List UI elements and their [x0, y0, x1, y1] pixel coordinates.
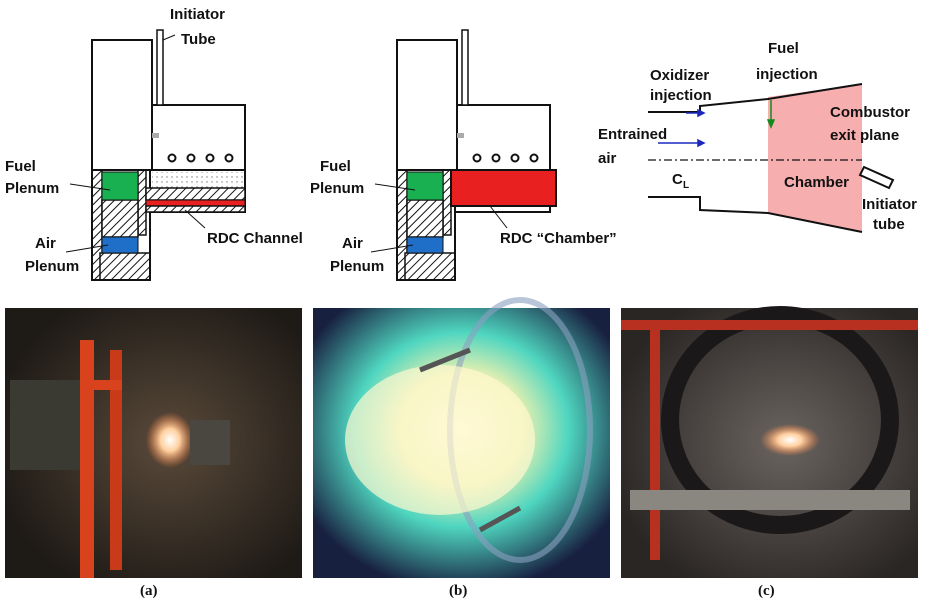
label: Fuel: [768, 40, 799, 57]
label: Fuel: [5, 158, 36, 175]
schematic-b: Fuel Plenum Air Plenum RDC “Chamber”: [310, 30, 617, 280]
photo-c: [621, 308, 918, 578]
label: Air: [35, 235, 56, 252]
label: Fuel: [320, 158, 351, 175]
label: tube: [873, 216, 905, 233]
figure: Initiator Tube Fuel Plenum Air Plenum RD…: [0, 0, 935, 600]
fuel-plenum-fill: [102, 172, 138, 200]
label: RDC Channel: [207, 230, 303, 247]
label: Plenum: [310, 180, 364, 197]
hatched-band: [146, 188, 245, 200]
label: L: [683, 180, 689, 191]
initiator-tube: [860, 167, 893, 188]
label: Chamber: [784, 174, 849, 191]
label: Combustor: [830, 104, 910, 121]
photo-b: [313, 300, 610, 578]
label: RDC “Chamber”: [500, 230, 617, 247]
label: C: [672, 171, 683, 188]
rdc-chamber: [451, 170, 556, 206]
rdc-channel: [146, 200, 245, 206]
label: Tube: [181, 31, 216, 48]
label: Initiator: [170, 6, 225, 23]
label: Plenum: [330, 258, 384, 275]
dotted-region: [152, 172, 245, 188]
caption: (b): [449, 583, 467, 599]
label: Plenum: [25, 258, 79, 275]
label: injection: [756, 66, 818, 83]
label: Oxidizer: [650, 67, 709, 84]
label: air: [598, 150, 617, 167]
label: Initiator: [862, 196, 917, 213]
fuel-plenum-fill: [407, 172, 443, 200]
label: Air: [342, 235, 363, 252]
label: exit plane: [830, 127, 899, 144]
caption: (a): [140, 583, 158, 599]
label: Plenum: [5, 180, 59, 197]
schematic-a: Initiator Tube Fuel Plenum Air Plenum RD…: [5, 6, 303, 280]
channel-wall: [146, 206, 245, 212]
caption: (c): [758, 583, 775, 599]
label: injection: [650, 87, 712, 104]
schematic-c: Oxidizer injection Fuel injection Entrai…: [598, 40, 917, 233]
photo-a: [5, 308, 302, 578]
label: Entrained: [598, 126, 667, 143]
